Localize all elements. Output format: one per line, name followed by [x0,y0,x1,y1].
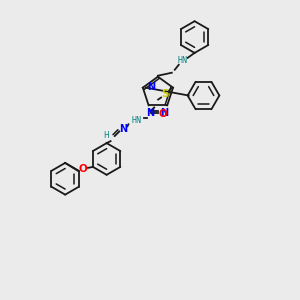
Text: S: S [161,88,169,99]
Text: HN: HN [131,116,141,125]
Text: N: N [160,108,168,118]
Text: H: H [103,131,109,140]
Text: N: N [147,82,155,92]
Text: HN: HN [178,56,188,65]
Text: N: N [146,108,155,118]
Text: O: O [159,110,167,119]
Text: O: O [79,164,87,174]
Text: N: N [119,124,128,134]
